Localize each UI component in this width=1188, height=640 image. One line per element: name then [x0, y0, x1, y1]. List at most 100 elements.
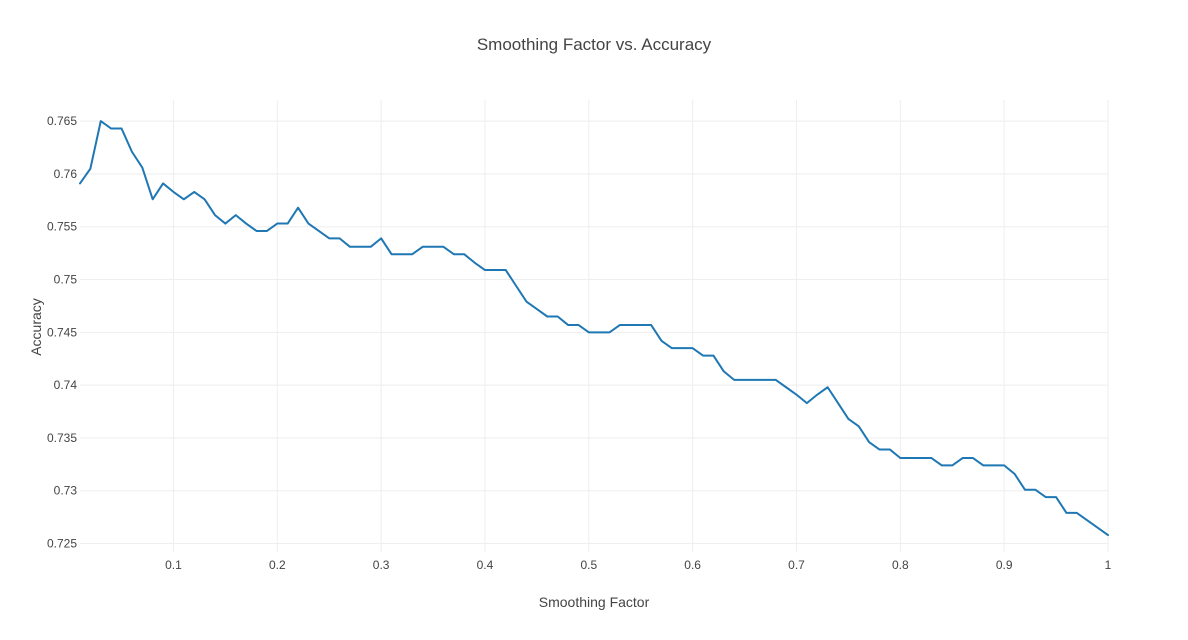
data-point[interactable]	[801, 397, 813, 409]
data-point[interactable]	[998, 459, 1010, 471]
data-point[interactable]	[531, 303, 543, 315]
data-point[interactable]	[282, 218, 294, 230]
data-point[interactable]	[261, 225, 273, 237]
data-point[interactable]	[334, 232, 346, 244]
data-point[interactable]	[1060, 507, 1072, 519]
data-point[interactable]	[448, 248, 460, 260]
data-point[interactable]	[199, 193, 211, 205]
data-point[interactable]	[521, 296, 533, 308]
data-point[interactable]	[271, 218, 283, 230]
data-point[interactable]	[1029, 484, 1041, 496]
data-point[interactable]	[583, 326, 595, 338]
data-point[interactable]	[406, 248, 418, 260]
data-point[interactable]	[1019, 484, 1031, 496]
data-point[interactable]	[936, 459, 948, 471]
data-point[interactable]	[915, 452, 927, 464]
data-point[interactable]	[728, 374, 740, 386]
data-point[interactable]	[635, 319, 647, 331]
data-point[interactable]	[396, 248, 408, 260]
data-point[interactable]	[386, 248, 398, 260]
data-point[interactable]	[552, 311, 564, 323]
data-point[interactable]	[811, 389, 823, 401]
data-point[interactable]	[479, 264, 491, 276]
data-point[interactable]	[988, 459, 1000, 471]
data-point[interactable]	[749, 374, 761, 386]
data-point[interactable]	[1102, 529, 1114, 541]
data-point[interactable]	[84, 163, 96, 175]
data-point[interactable]	[884, 444, 896, 456]
data-point[interactable]	[977, 459, 989, 471]
data-point[interactable]	[655, 335, 667, 347]
data-point[interactable]	[147, 193, 159, 205]
data-point[interactable]	[344, 241, 356, 253]
data-point[interactable]	[116, 123, 128, 135]
data-point[interactable]	[676, 342, 688, 354]
data-point[interactable]	[240, 218, 252, 230]
data-point[interactable]	[645, 319, 657, 331]
data-point[interactable]	[614, 319, 626, 331]
data-point[interactable]	[718, 365, 730, 377]
data-point[interactable]	[604, 326, 616, 338]
data-point[interactable]	[697, 350, 709, 362]
data-point[interactable]	[624, 319, 636, 331]
data-point[interactable]	[510, 280, 522, 292]
data-point[interactable]	[572, 319, 584, 331]
data-point[interactable]	[957, 452, 969, 464]
data-point[interactable]	[500, 264, 512, 276]
data-point[interactable]	[323, 232, 335, 244]
data-point[interactable]	[925, 452, 937, 464]
data-point[interactable]	[365, 241, 377, 253]
data-point[interactable]	[157, 177, 169, 189]
data-point[interactable]	[593, 326, 605, 338]
data-point[interactable]	[292, 202, 304, 214]
data-point[interactable]	[375, 232, 387, 244]
data-point[interactable]	[759, 374, 771, 386]
y-tick-label: 0.725	[47, 537, 77, 551]
data-point[interactable]	[770, 374, 782, 386]
data-point[interactable]	[1092, 522, 1104, 534]
data-point[interactable]	[739, 374, 751, 386]
data-point[interactable]	[874, 444, 886, 456]
data-point[interactable]	[437, 241, 449, 253]
data-point[interactable]	[1081, 514, 1093, 526]
data-point[interactable]	[302, 218, 314, 230]
data-point[interactable]	[946, 459, 958, 471]
data-point[interactable]	[126, 146, 138, 158]
data-point[interactable]	[178, 193, 190, 205]
data-point[interactable]	[136, 162, 148, 174]
data-point[interactable]	[894, 452, 906, 464]
data-point[interactable]	[188, 186, 200, 198]
data-point[interactable]	[489, 264, 501, 276]
data-point[interactable]	[313, 225, 325, 237]
data-point[interactable]	[780, 381, 792, 393]
data-point[interactable]	[209, 209, 221, 221]
data-point[interactable]	[822, 381, 834, 393]
data-point[interactable]	[905, 452, 917, 464]
data-point[interactable]	[707, 350, 719, 362]
data-point[interactable]	[687, 342, 699, 354]
data-point[interactable]	[666, 342, 678, 354]
data-point[interactable]	[842, 413, 854, 425]
data-point[interactable]	[458, 248, 470, 260]
data-point[interactable]	[790, 389, 802, 401]
data-point[interactable]	[853, 420, 865, 432]
data-point[interactable]	[105, 123, 117, 135]
data-point[interactable]	[354, 241, 366, 253]
data-point[interactable]	[541, 311, 553, 323]
data-point[interactable]	[219, 218, 231, 230]
data-point[interactable]	[562, 319, 574, 331]
data-point[interactable]	[469, 257, 481, 269]
data-point[interactable]	[427, 241, 439, 253]
data-point[interactable]	[167, 186, 179, 198]
data-point[interactable]	[1050, 491, 1062, 503]
data-point[interactable]	[95, 115, 107, 127]
data-point[interactable]	[1040, 491, 1052, 503]
data-point[interactable]	[863, 436, 875, 448]
data-point[interactable]	[832, 397, 844, 409]
data-point[interactable]	[1071, 507, 1083, 519]
data-point[interactable]	[1009, 468, 1021, 480]
data-point[interactable]	[230, 209, 242, 221]
data-point[interactable]	[251, 225, 263, 237]
data-point[interactable]	[967, 452, 979, 464]
data-point[interactable]	[417, 241, 429, 253]
